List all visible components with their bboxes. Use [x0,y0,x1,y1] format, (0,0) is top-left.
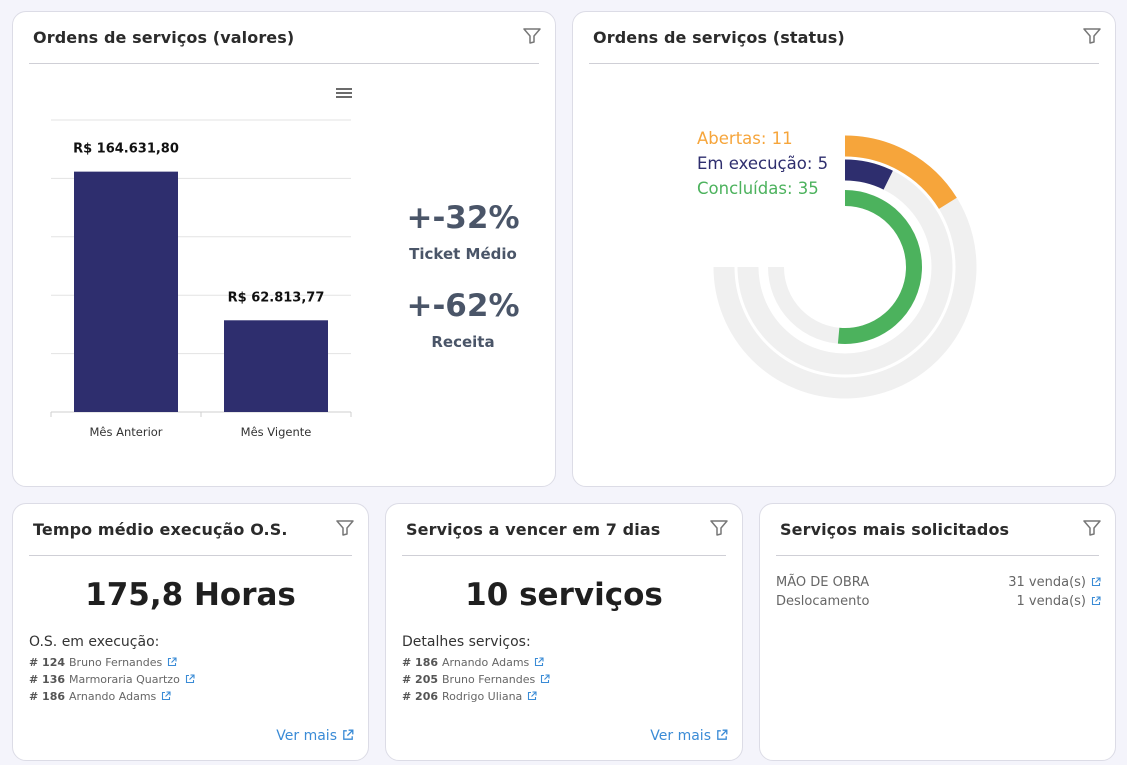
external-link-icon[interactable] [167,657,177,667]
card-ordens-status: Ordens de serviços (status) Abertas: 11 E… [572,11,1116,487]
ver-mais-label: Ver mais [650,728,711,744]
divider [29,63,539,64]
client-name: Arnando Adams [69,690,157,703]
legend-entry: Abertas: 11 [697,129,793,148]
kpi-receita-value: +-62% [406,288,520,324]
external-link-icon [343,729,354,740]
radial-bar[interactable] [844,159,893,190]
card-title: Tempo médio execução O.S. [33,520,288,539]
radial-track [737,159,953,375]
ver-mais-link[interactable]: Ver mais [650,728,728,744]
client-name: Bruno Fernandes [69,656,163,669]
sales-count: 31 venda(s) [1008,575,1086,590]
external-link-icon [717,729,728,740]
card-title: Serviços mais solicitados [780,520,1010,539]
service-sales: 31 venda(s) [1008,573,1101,592]
divider [776,555,1099,556]
list-item[interactable]: Deslocamento 1 venda(s) [776,592,1101,611]
card-servicos-vencer: Serviços a vencer em 7 dias 10 serviços … [385,503,743,761]
bar-chart: R$ 164.631,80 Mês Anterior R$ 62.813,77 Mês… [50,119,352,439]
ver-mais-link[interactable]: Ver mais [276,728,354,744]
sales-count: 1 venda(s) [1016,594,1086,609]
card-title: Ordens de serviços (status) [593,28,845,47]
os-number: # 124 [29,656,66,669]
legend-entry: Em execução: 5 [697,154,828,173]
average-time-value: 175,8 Horas [85,577,296,613]
external-link-icon[interactable] [540,674,550,684]
filter-icon[interactable] [523,28,541,44]
external-link-icon[interactable] [1091,596,1101,606]
kpi-ticket-label: Ticket Médio [409,245,517,263]
services-count-value: 10 serviços [465,577,663,613]
divider [29,555,352,556]
bar[interactable] [74,171,178,412]
card-tempo-medio: Tempo médio execução O.S. 175,8 Horas O.… [12,503,369,761]
filter-icon[interactable] [710,520,728,536]
kpi-ticket-value: +-32% [406,200,520,236]
divider [589,63,1099,64]
external-link-icon[interactable] [527,691,537,701]
card-title: Serviços a vencer em 7 dias [406,520,661,539]
list-item[interactable]: # 124 Bruno Fernandes [29,654,195,671]
card-ordens-valores: Ordens de serviços (valores) R$ 164.631,… [12,11,556,487]
services-list: # 186 Arnando Adams # 205 Bruno Fernandes … [402,654,550,705]
filter-icon[interactable] [1083,28,1101,44]
client-name: Rodrigo Uliana [442,690,523,703]
list-item[interactable]: # 186 Arnando Adams [402,654,550,671]
bar[interactable] [224,320,328,412]
bar-data-label: R$ 62.813,77 [228,290,325,305]
list-item[interactable]: MÃO DE OBRA 31 venda(s) [776,573,1101,592]
list-item[interactable]: # 206 Rodrigo Uliana [402,688,550,705]
kpi-receita-label: Receita [431,333,495,351]
client-name: Bruno Fernandes [442,673,536,686]
radial-bar[interactable] [844,135,957,210]
os-number: # 186 [402,656,439,669]
external-link-icon[interactable] [1091,577,1101,587]
legend-entry: Concluídas: 35 [697,179,819,198]
list-item[interactable]: # 186 Arnando Adams [29,688,195,705]
external-link-icon[interactable] [534,657,544,667]
top-services-list: MÃO DE OBRA 31 venda(s) Deslocamento 1 v… [776,573,1101,611]
bar-data-label: R$ 164.631,80 [73,142,179,157]
client-name: Marmoraria Quartzo [69,673,180,686]
section-subtitle: Detalhes serviços: [402,634,531,650]
service-sales: 1 venda(s) [1017,592,1101,611]
x-tick-label: Mês Vigente [241,425,312,439]
radial-bar[interactable] [837,190,922,344]
filter-icon[interactable] [1083,520,1101,536]
os-list: # 124 Bruno Fernandes # 136 Marmoraria Qua… [29,654,195,705]
divider [402,555,726,556]
os-number: # 186 [29,690,66,703]
external-link-icon[interactable] [161,691,171,701]
client-name: Arnando Adams [442,656,530,669]
os-number: # 205 [402,673,439,686]
chart-menu-icon[interactable] [336,86,352,100]
x-tick-label: Mês Anterior [89,425,162,439]
filter-icon[interactable] [336,520,354,536]
external-link-icon[interactable] [185,674,195,684]
card-servicos-solicitados: Serviços mais solicitados MÃO DE OBRA 31… [759,503,1116,761]
section-subtitle: O.S. em execução: [29,634,160,650]
list-item[interactable]: # 205 Bruno Fernandes [402,671,550,688]
service-name: Deslocamento [776,594,870,609]
radial-chart: Abertas: 11 Em execução: 5 Concluídas: 35 [697,129,977,399]
service-name: MÃO DE OBRA [776,575,870,590]
ver-mais-label: Ver mais [276,728,337,744]
card-title: Ordens de serviços (valores) [33,28,295,47]
list-item[interactable]: # 136 Marmoraria Quartzo [29,671,195,688]
os-number: # 136 [29,673,66,686]
os-number: # 206 [402,690,439,703]
